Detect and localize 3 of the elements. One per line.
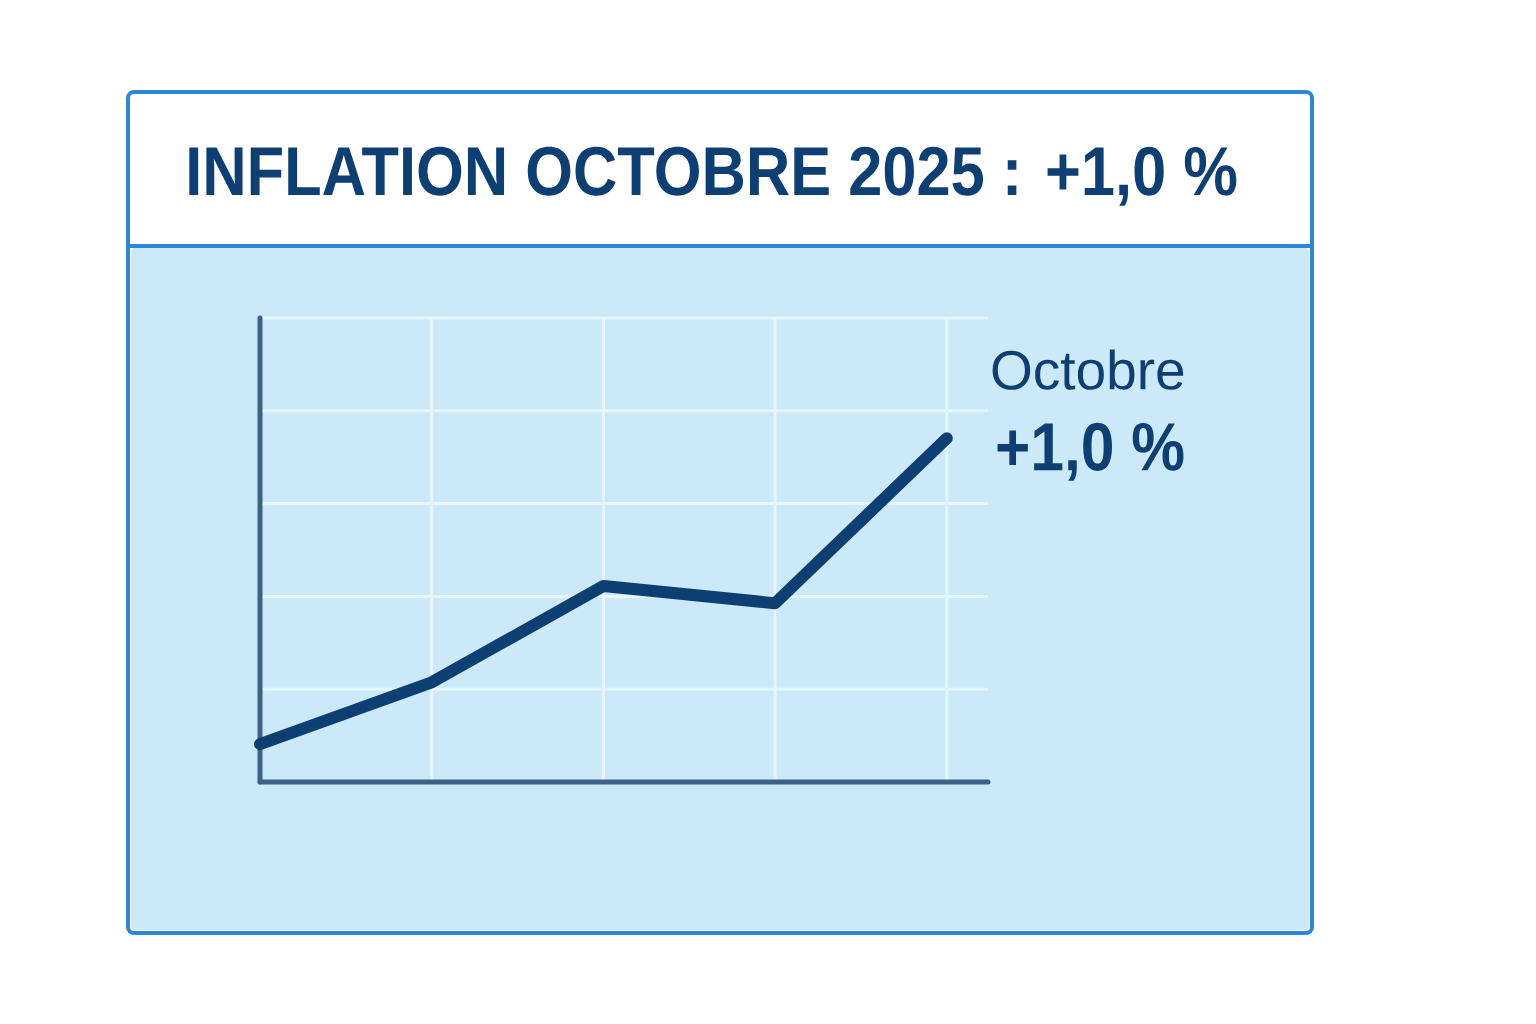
chart-title: INFLATION OCTOBRE 2025 : +1,0 %	[189, 146, 1237, 206]
text: Octobre	[992, 349, 1184, 390]
text: +1,0 %	[997, 422, 1184, 481]
